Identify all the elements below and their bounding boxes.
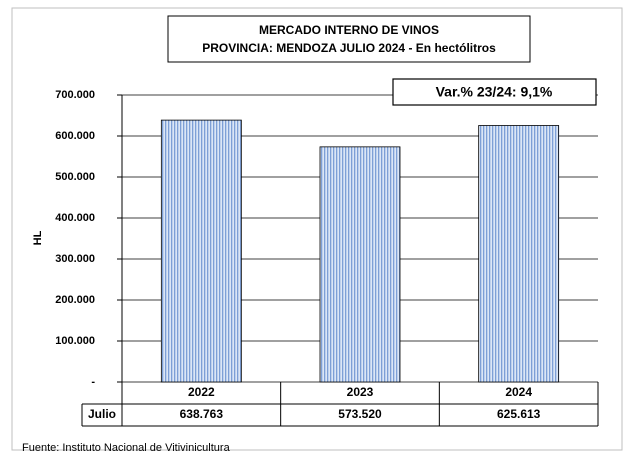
- x-tick-label: 2022: [188, 385, 215, 399]
- y-tick-label: 700.000: [55, 89, 95, 101]
- y-tick-label: -: [91, 376, 95, 388]
- x-tick-label: 2024: [505, 385, 532, 399]
- y-tick-label: 200.000: [55, 294, 95, 306]
- data-label: 573.520: [338, 407, 382, 421]
- y-axis-label: HL: [32, 230, 44, 245]
- y-tick-label: 600.000: [55, 130, 95, 142]
- title-box: [167, 15, 531, 63]
- x-tick-label: 2023: [347, 385, 374, 399]
- bar: [478, 125, 560, 383]
- annotation-box: [392, 78, 597, 106]
- legend-entry: Julio: [88, 407, 116, 421]
- chart-subtitle: PROVINCIA: MENDOZA JULIO 2024 - En hectó…: [202, 41, 496, 55]
- annotation: Var.% 23/24: 9,1%: [436, 84, 553, 100]
- data-label: 625.613: [497, 407, 541, 421]
- source: Fuente: Instituto Nacional de Vitivinicu…: [22, 442, 231, 454]
- y-tick-label: 300.000: [55, 253, 95, 265]
- data-label: 638.763: [180, 407, 224, 421]
- bar: [160, 119, 242, 383]
- y-tick-label: 500.000: [55, 171, 95, 183]
- bar: [319, 146, 401, 383]
- chart-title: MERCADO INTERNO DE VINOS: [259, 23, 439, 37]
- y-tick-label: 400.000: [55, 212, 95, 224]
- y-tick-label: 100.000: [55, 335, 95, 347]
